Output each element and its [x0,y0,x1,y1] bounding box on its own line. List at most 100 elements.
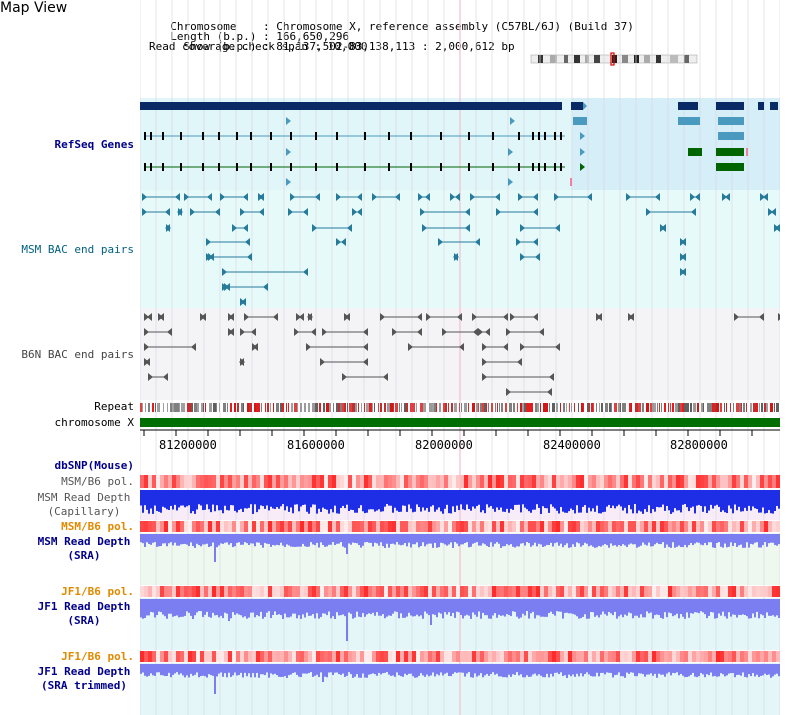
read-depth-bin [570,599,572,614]
read-depth-bin [316,490,318,514]
read-depth-bin [664,490,666,511]
repeat-label[interactable]: Repeat [94,400,134,413]
polymorphism-bin [292,651,296,662]
repeat-element [622,403,625,412]
read-depth-bin [774,599,776,617]
chromosome-bar[interactable] [140,418,780,427]
read-depth-bin [202,534,204,545]
read-depth-bin [210,664,212,676]
read-depth-bin [214,599,216,616]
msm-b6-pol-label-1[interactable]: MSM/B6 pol. [61,475,134,488]
polymorphism-bin [536,651,540,662]
polymorphism-bin [476,521,480,532]
chromosome-ideogram[interactable] [530,52,700,66]
polymorphism-bin [488,475,492,488]
msm-depth-capillary-label[interactable]: MSM Read Depth (Capillary) [37,491,131,518]
jf1-b6-pol-label-2[interactable]: JF1/B6 pol. [61,650,134,663]
polymorphism-bin [764,521,768,532]
b6n-bac-pair [392,328,397,336]
read-depth-bin [724,664,726,677]
read-depth-bin [396,490,398,511]
polymorphism-bin [688,521,692,532]
read-depth-bin [196,599,198,613]
read-depth-bin [600,599,602,615]
polymorphism-bin [196,586,200,597]
read-depth-bin [502,599,504,616]
read-depth-bin [716,664,718,677]
read-depth-bin [736,534,738,547]
read-depth-bin [674,534,676,548]
repeat-element [629,403,632,412]
read-depth-bin [154,534,156,543]
jf1-b6-pol-label-1[interactable]: JF1/B6 pol. [61,585,134,598]
b6n-bac-label[interactable]: B6N BAC end pairs [21,348,134,361]
repeat-element [425,403,426,412]
polymorphism-bin [460,475,464,488]
read-depth-bin [634,534,636,545]
read-depth-bin [542,664,544,678]
read-depth-bin [652,599,654,619]
chromosome-track-label[interactable]: chromosome X [54,416,134,429]
repeat-element [739,403,742,412]
polymorphism-bin [144,586,148,597]
read-depth-bin [298,664,300,677]
read-depth-bin [368,599,370,614]
polymorphism-bin [324,586,328,597]
b6n-bac-pair [442,328,447,336]
polymorphism-bin [464,651,468,662]
refseq-genes-label[interactable]: RefSeq Genes [54,138,134,151]
jf1-depth-sra-label[interactable]: JF1 Read Depth (SRA) [37,600,131,627]
read-depth-bin [672,664,674,673]
msm-depth-sra-label[interactable]: MSM Read Depth (SRA) [37,535,131,562]
read-depth-bin [460,490,462,505]
refseq-exon [554,163,556,171]
msm-bac-pair [288,208,293,216]
read-depth-bin [562,664,564,677]
read-depth-bin [426,534,428,545]
read-depth-bin [694,490,696,514]
genome-viewer[interactable] [140,0,780,715]
read-depth-bin [452,599,454,613]
read-depth-bin [236,490,238,513]
polymorphism-bin [484,521,488,532]
read-depth-bin [400,534,402,546]
polymorphism-bin [464,475,468,488]
read-depth-bin [522,534,524,544]
read-depth-bin [246,490,248,509]
read-depth-bin [444,534,446,545]
read-depth-bin [404,664,406,674]
polymorphism-bin [480,586,484,597]
b6n-bac-pair [145,358,150,366]
read-depth-bin [570,534,572,548]
dbsnp-label[interactable]: dbSNP(Mouse) [54,459,134,472]
read-depth-bin [398,599,400,619]
read-depth-bin [382,599,384,615]
read-depth-bin [416,664,418,678]
read-depth-bin [558,490,560,514]
refseq-exon [180,132,182,140]
read-depth-bin [698,490,700,505]
repeat-element [456,403,457,412]
read-depth-bin [668,534,670,547]
polymorphism-bin [540,651,544,662]
msm-bac-label[interactable]: MSM BAC end pairs [21,243,134,256]
repeat-element [750,403,752,412]
read-depth-bin [722,664,724,675]
msm-bac-pair [626,193,631,201]
repeat-element [513,403,515,412]
read-depth-bin [762,664,764,676]
read-depth-bin [462,534,464,545]
read-depth-bin [772,664,774,677]
read-depth-bin [404,599,406,618]
msm-bac-pair [450,193,455,201]
refseq-gene [580,148,585,156]
msm-b6-pol-label-2[interactable]: MSM/B6 pol. [61,520,134,533]
read-depth-bin [192,599,194,619]
read-depth-bin [778,599,780,618]
polymorphism-bin [440,651,444,662]
jf1-depth-trimmed-label[interactable]: JF1 Read Depth (SRA trimmed) [37,665,131,692]
polymorphism-bin [164,586,168,597]
polymorphism-bin [360,651,364,662]
read-depth-bin [160,599,162,613]
polymorphism-bin [236,521,240,532]
